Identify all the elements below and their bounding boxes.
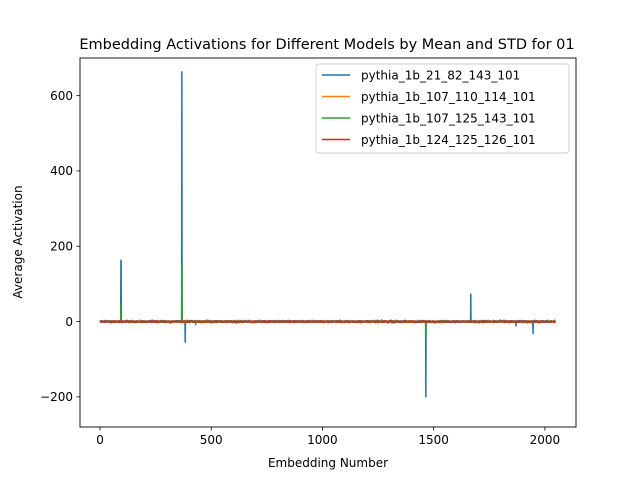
plot-frame — [79, 57, 577, 428]
legend-box — [315, 63, 570, 154]
x-tick-label: 2000 — [530, 433, 561, 447]
legend-label: pythia_1b_21_82_143_101 — [361, 68, 520, 82]
legend: pythia_1b_21_82_143_101 pythia_1b_107_110… — [315, 63, 570, 154]
plot-area — [79, 57, 577, 428]
series-line-3 — [99, 262, 557, 338]
series-layer — [99, 71, 557, 398]
y-tick-label: 0 — [65, 315, 73, 329]
series-line-4 — [99, 320, 556, 324]
x-tick-label: 1000 — [307, 433, 338, 447]
x-axis-label: Embedding Number — [268, 456, 388, 470]
y-axis: −200 0 200 400 600 — [40, 89, 80, 404]
x-tick-label: 0 — [96, 433, 104, 447]
y-tick-label: 600 — [50, 89, 73, 103]
x-axis: 0 500 1000 1500 2000 — [96, 427, 560, 447]
x-tick-label: 500 — [200, 433, 223, 447]
legend-label: pythia_1b_107_125_143_101 — [361, 111, 536, 125]
y-axis-label: Average Activation — [11, 185, 25, 298]
chart-title: Embedding Activations for Different Mode… — [79, 37, 574, 53]
legend-label: pythia_1b_107_110_114_101 — [361, 90, 536, 104]
y-tick-label: 400 — [50, 164, 73, 178]
y-tick-label: 200 — [50, 239, 73, 253]
legend-label: pythia_1b_124_125_126_101 — [361, 133, 536, 147]
x-tick-label: 1500 — [418, 433, 449, 447]
y-tick-label: −200 — [40, 390, 73, 404]
